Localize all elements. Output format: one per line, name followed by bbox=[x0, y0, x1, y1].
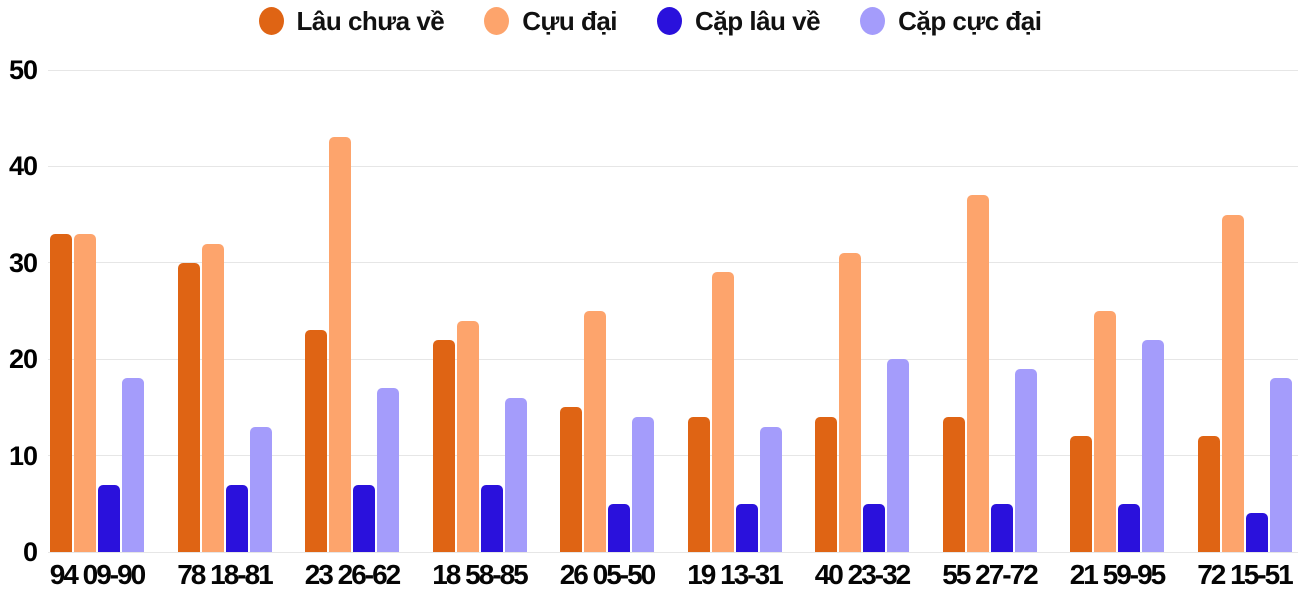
bar-lâu-chưa-về-78-18-81[interactable] bbox=[177, 262, 200, 552]
bar-cặp-lâu-về-94-09-90[interactable] bbox=[98, 484, 120, 552]
legend-item-series-1[interactable]: Cựu đại bbox=[484, 5, 618, 37]
y-axis-tick-label: 0 bbox=[22, 537, 38, 567]
bar-cặp-lâu-về-26-05-50[interactable] bbox=[608, 503, 630, 552]
legend-marker-circle-icon bbox=[657, 7, 683, 35]
x-axis-tick-label: 78 18-81 bbox=[177, 559, 274, 590]
bar-cặp-lâu-về-78-18-81[interactable] bbox=[225, 484, 248, 552]
bar-lâu-chưa-về-21-59-95[interactable] bbox=[1070, 436, 1092, 552]
bar-group bbox=[305, 70, 399, 552]
bar-group bbox=[432, 70, 527, 552]
legend-marker-circle-icon bbox=[258, 7, 284, 35]
gridline-y-40 bbox=[48, 165, 1298, 167]
bar-cựu-đại-55-27-72[interactable] bbox=[966, 195, 989, 552]
gridline-y-30 bbox=[48, 262, 1298, 264]
bar-lâu-chưa-về-72-15-51[interactable] bbox=[1197, 436, 1220, 552]
x-axis-tick-label: 21 59-95 bbox=[1069, 559, 1167, 590]
bar-group bbox=[687, 70, 782, 552]
bar-cặp-cực-đại-19-13-31[interactable] bbox=[759, 426, 782, 552]
bar-cựu-đại-94-09-90[interactable] bbox=[74, 233, 96, 552]
bar-cựu-đại-19-13-31[interactable] bbox=[711, 272, 734, 552]
legend-label: Cựu đại bbox=[522, 5, 618, 36]
bar-cặp-lâu-về-21-59-95[interactable] bbox=[1118, 503, 1140, 552]
gridline-y-20 bbox=[48, 358, 1298, 360]
bar-lâu-chưa-về-40-23-32[interactable] bbox=[815, 417, 837, 552]
x-axis-tick-label: 26 05-50 bbox=[559, 559, 657, 590]
bar-group bbox=[560, 70, 654, 552]
bar-cựu-đại-78-18-81[interactable] bbox=[201, 243, 224, 552]
bar-cặp-cực-đại-26-05-50[interactable] bbox=[632, 417, 654, 552]
legend-marker-circle-icon bbox=[484, 7, 510, 35]
bar-cặp-cực-đại-55-27-72[interactable] bbox=[1014, 368, 1037, 552]
legend-item-series-3[interactable]: Cặp cực đại bbox=[860, 5, 1042, 37]
y-axis-tick-label: 20 bbox=[8, 344, 38, 375]
gridline-y-10 bbox=[48, 455, 1298, 457]
legend-item-series-0[interactable]: Lâu chưa về bbox=[258, 5, 445, 37]
legend-marker-circle-icon bbox=[860, 7, 886, 35]
bar-group bbox=[177, 70, 272, 552]
bar-cặp-lâu-về-72-15-51[interactable] bbox=[1245, 513, 1268, 552]
bar-cựu-đại-72-15-51[interactable] bbox=[1221, 214, 1244, 552]
bar-cặp-lâu-về-40-23-32[interactable] bbox=[863, 503, 885, 552]
bar-lâu-chưa-về-18-58-85[interactable] bbox=[432, 339, 455, 552]
bar-group bbox=[815, 70, 909, 552]
x-axis-tick-label: 19 13-31 bbox=[687, 559, 784, 590]
bar-lâu-chưa-về-94-09-90[interactable] bbox=[50, 233, 72, 552]
x-axis-tick-label: 18 58-85 bbox=[432, 559, 529, 590]
chart-legend: Lâu chưa về Cựu đại Cặp lâu về Cặp cực đại bbox=[0, 4, 1300, 38]
bar-cặp-lâu-về-19-13-31[interactable] bbox=[735, 503, 758, 552]
x-axis-tick-label: 72 15-51 bbox=[1197, 559, 1294, 590]
bar-group bbox=[942, 70, 1037, 552]
bar-cặp-lâu-về-18-58-85[interactable] bbox=[480, 484, 503, 552]
legend-item-series-2[interactable]: Cặp lâu về bbox=[657, 5, 821, 37]
bar-lâu-chưa-về-19-13-31[interactable] bbox=[687, 417, 710, 552]
bar-cựu-đại-21-59-95[interactable] bbox=[1094, 311, 1116, 552]
bar-group bbox=[1070, 70, 1164, 552]
bar-cặp-lâu-về-55-27-72[interactable] bbox=[990, 503, 1013, 552]
legend-label: Lâu chưa về bbox=[296, 5, 445, 36]
bar-cặp-cực-đại-78-18-81[interactable] bbox=[249, 426, 272, 552]
gridline-y-0 bbox=[48, 551, 1298, 553]
x-axis-tick-label: 40 23-32 bbox=[814, 559, 912, 590]
x-axis-tick-label: 94 09-90 bbox=[49, 559, 147, 590]
bar-lâu-chưa-về-55-27-72[interactable] bbox=[942, 417, 965, 552]
bar-group bbox=[50, 70, 144, 552]
y-axis-tick-label: 10 bbox=[8, 440, 38, 471]
bar-cựu-đại-23-26-62[interactable] bbox=[329, 137, 351, 552]
bar-cựu-đại-40-23-32[interactable] bbox=[839, 253, 861, 552]
bar-lâu-chưa-về-26-05-50[interactable] bbox=[560, 407, 582, 552]
bar-cặp-cực-đại-23-26-62[interactable] bbox=[377, 388, 399, 552]
bar-group bbox=[1197, 70, 1292, 552]
bar-cựu-đại-18-58-85[interactable] bbox=[456, 320, 479, 552]
bar-lâu-chưa-về-23-26-62[interactable] bbox=[305, 330, 327, 552]
legend-label: Cặp lâu về bbox=[695, 5, 821, 36]
bar-cặp-cực-đại-40-23-32[interactable] bbox=[887, 359, 909, 552]
bar-cặp-cực-đại-18-58-85[interactable] bbox=[504, 397, 527, 552]
bar-cựu-đại-26-05-50[interactable] bbox=[584, 311, 606, 552]
bar-cặp-cực-đại-21-59-95[interactable] bbox=[1142, 339, 1164, 552]
gridline-y-50 bbox=[48, 69, 1298, 71]
bar-cặp-cực-đại-72-15-51[interactable] bbox=[1269, 378, 1292, 552]
legend-label: Cặp cực đại bbox=[898, 5, 1042, 36]
bar-cặp-lâu-về-23-26-62[interactable] bbox=[353, 484, 375, 552]
bar-cặp-cực-đại-94-09-90[interactable] bbox=[122, 378, 144, 552]
x-axis-tick-label: 55 27-72 bbox=[942, 559, 1039, 590]
y-axis-tick-label: 40 bbox=[8, 151, 38, 182]
x-axis-tick-label: 23 26-62 bbox=[304, 559, 402, 590]
y-axis-tick-label: 30 bbox=[8, 247, 38, 278]
y-axis-tick-label: 50 bbox=[8, 55, 38, 85]
